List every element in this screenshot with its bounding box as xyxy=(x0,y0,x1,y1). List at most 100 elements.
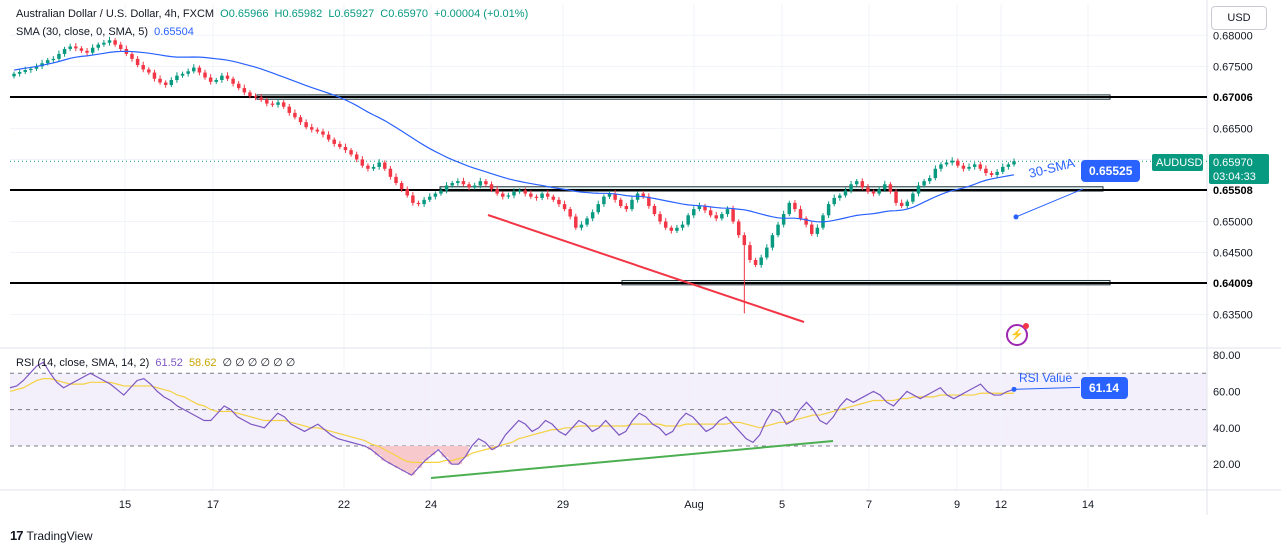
candle-body xyxy=(781,214,786,225)
candle-body xyxy=(579,224,584,228)
currency-button[interactable]: USD xyxy=(1211,6,1267,30)
time-tick-label: 9 xyxy=(954,499,960,511)
candle-body xyxy=(972,164,977,167)
candle-body xyxy=(444,185,449,191)
candle-body xyxy=(175,75,179,80)
candle-body xyxy=(214,79,218,82)
rsi-value: 61.52 xyxy=(155,357,183,369)
candle-body xyxy=(765,247,769,258)
candle-body xyxy=(456,181,460,184)
rsi-annotation-label: RSI Value xyxy=(1019,371,1072,385)
candle-body xyxy=(107,40,112,43)
candle-body xyxy=(366,165,370,169)
candle-body xyxy=(119,44,123,49)
candle-body xyxy=(854,181,859,185)
candle-body xyxy=(568,209,572,217)
candle-body xyxy=(130,53,134,59)
candle-body xyxy=(523,190,527,194)
candle-body xyxy=(647,196,651,206)
candle-body xyxy=(360,159,365,166)
time-tick-label: 5 xyxy=(779,499,785,511)
candle-body xyxy=(315,129,320,132)
candle-body xyxy=(354,154,359,160)
rsi-tick-label: 20.00 xyxy=(1213,459,1241,471)
rsi-value-tag: 61.14 xyxy=(1089,381,1119,395)
rsi-ma-value: 58.62 xyxy=(188,357,217,369)
candle-body xyxy=(484,181,488,185)
candle-body xyxy=(675,227,679,231)
candle-body xyxy=(967,166,971,169)
candle-body xyxy=(742,235,747,246)
candle-body xyxy=(529,193,533,197)
candle-body xyxy=(147,69,151,73)
candle-body xyxy=(680,224,685,228)
price-tick-label: 0.65000 xyxy=(1213,217,1253,229)
time-tick-label: 12 xyxy=(995,499,1007,511)
candle-body xyxy=(501,193,505,197)
candle-body xyxy=(989,173,994,175)
price-tick-label: 0.66500 xyxy=(1213,123,1253,135)
sr-zone xyxy=(439,186,1104,192)
candle-body xyxy=(905,201,909,206)
candle-body xyxy=(427,196,432,200)
candle-body xyxy=(596,204,601,213)
time-tick-label: 14 xyxy=(1082,499,1094,511)
candle-body xyxy=(894,191,898,203)
symbol-tag-bg xyxy=(1152,154,1203,171)
candle-body xyxy=(883,184,887,190)
candle-body xyxy=(253,96,258,98)
candle-body xyxy=(1001,166,1005,172)
candle-body xyxy=(720,214,724,219)
candle-body xyxy=(832,197,836,205)
rsi-band-fill xyxy=(10,373,1207,446)
candle-body xyxy=(62,48,67,54)
candle-body xyxy=(113,40,117,45)
candle-body xyxy=(961,165,966,169)
candle-body xyxy=(641,193,645,197)
time-tick-label: 22 xyxy=(338,499,350,511)
candle-body xyxy=(669,227,674,231)
candle-body xyxy=(888,184,893,192)
candle-body xyxy=(349,150,353,155)
sma-label: SMA (30, close, 0, SMA, 5) xyxy=(16,26,149,38)
candle-body xyxy=(450,183,454,186)
candle-body xyxy=(102,42,106,45)
candle-body xyxy=(203,72,207,78)
candle-body xyxy=(557,199,561,205)
candle-body xyxy=(411,195,415,203)
candle-body xyxy=(186,71,190,74)
candle-body xyxy=(394,176,398,184)
close-value: C0.65970 xyxy=(380,8,428,20)
alert-icon[interactable]: ⚡ xyxy=(1006,323,1029,346)
candle-body xyxy=(12,73,16,77)
candle-body xyxy=(141,65,145,70)
candle-body xyxy=(158,78,162,83)
candle-body xyxy=(433,193,438,197)
candle-body xyxy=(810,224,814,234)
candle-body xyxy=(860,181,865,188)
candle-body xyxy=(838,195,842,198)
candle-body xyxy=(68,46,72,49)
candle-body xyxy=(287,106,292,113)
candle-body xyxy=(304,122,308,128)
candle-body xyxy=(551,196,556,200)
candle-body xyxy=(472,185,477,188)
rsi-oversold-fill xyxy=(367,446,496,476)
candle-body xyxy=(585,218,589,225)
sma-value-tag-bg xyxy=(1081,160,1140,182)
level-price-label: 0.64009 xyxy=(1213,278,1253,290)
candle-body xyxy=(495,189,499,194)
candle-body xyxy=(574,216,578,228)
tradingview-logo: 17 TradingView xyxy=(10,528,93,543)
candle-body xyxy=(545,193,550,197)
candle-body xyxy=(697,205,702,210)
candle-body xyxy=(489,184,494,190)
candle-body xyxy=(517,190,522,192)
candle-body xyxy=(944,162,949,165)
price-tick-label: 0.68000 xyxy=(1213,30,1253,42)
sma-header: SMA (30, close, 0, SMA, 5) 0.65504 xyxy=(16,26,197,38)
candle-body xyxy=(293,112,297,118)
candle-body xyxy=(1012,161,1016,165)
candle-body xyxy=(899,202,904,206)
